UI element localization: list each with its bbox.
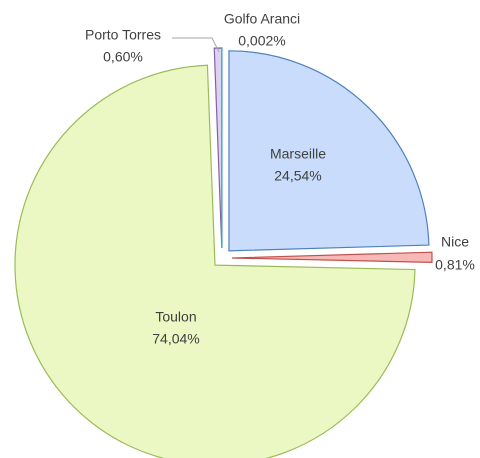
slice-value-label: 0,002% xyxy=(238,33,285,49)
slice-value-label: 24,54% xyxy=(274,168,321,184)
slice-label: Golfo Aranci xyxy=(224,11,300,27)
slice-label: Porto Torres xyxy=(85,27,161,43)
slice-label: Marseille xyxy=(270,146,326,162)
pie-slice xyxy=(213,47,223,249)
pie-slice xyxy=(14,64,416,458)
leader-line xyxy=(172,37,220,53)
slice-label: Toulon xyxy=(155,309,196,325)
pie-slice xyxy=(228,50,430,252)
slice-value-label: 0,81% xyxy=(435,257,475,273)
slice-label: Nice xyxy=(441,234,469,250)
slice-value-label: 74,04% xyxy=(152,331,199,347)
pie-slice xyxy=(231,251,433,264)
slice-value-label: 0,60% xyxy=(103,49,143,65)
